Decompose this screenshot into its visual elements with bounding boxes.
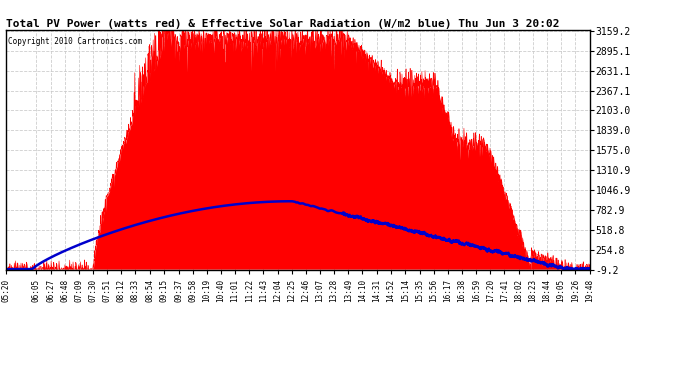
Text: Copyright 2010 Cartronics.com: Copyright 2010 Cartronics.com [8,37,143,46]
Text: Total PV Power (watts red) & Effective Solar Radiation (W/m2 blue) Thu Jun 3 20:: Total PV Power (watts red) & Effective S… [6,19,559,29]
